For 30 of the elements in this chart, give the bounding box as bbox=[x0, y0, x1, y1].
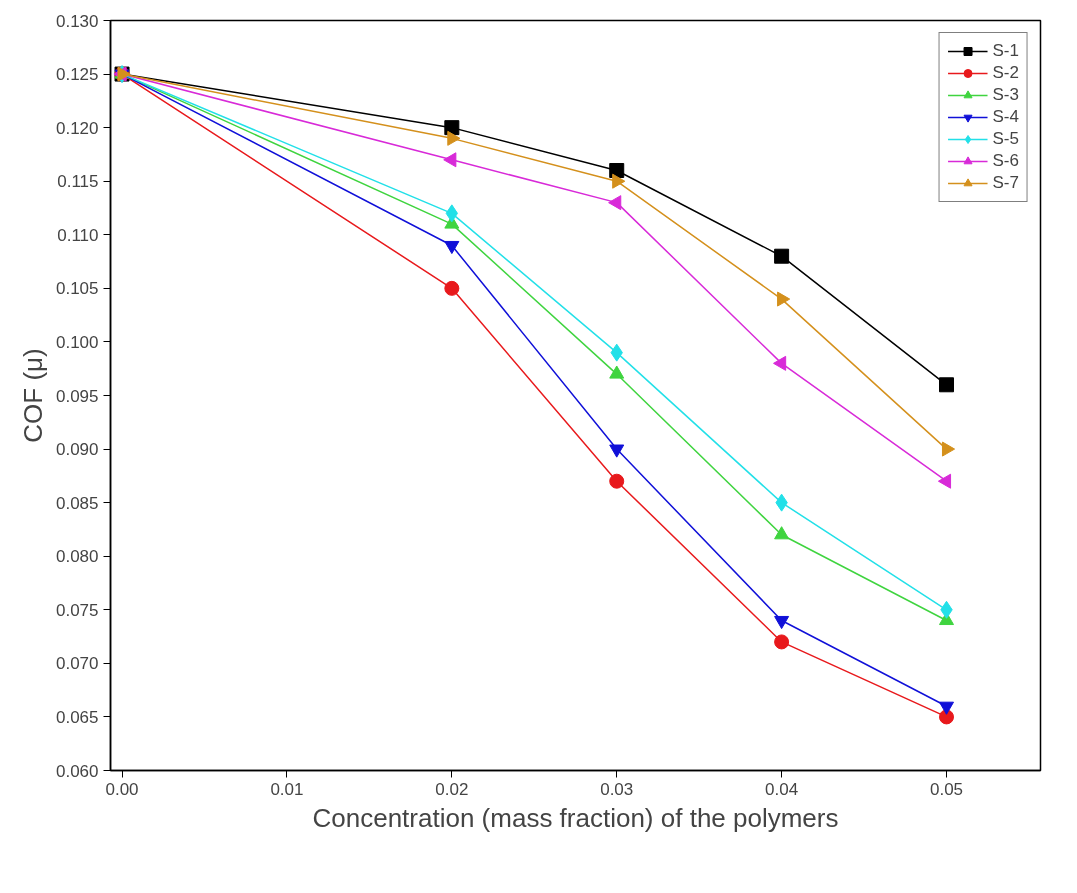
legend-label: S-7 bbox=[992, 173, 1019, 193]
x-tick-label: 0.03 bbox=[600, 779, 634, 799]
y-tick-label: 0.090 bbox=[55, 440, 99, 460]
x-tick-label: 0.04 bbox=[765, 779, 799, 799]
y-tick-label: 0.080 bbox=[55, 547, 99, 567]
legend-label: S-2 bbox=[992, 63, 1019, 83]
y-tick-label: 0.120 bbox=[55, 118, 99, 138]
legend-label: S-3 bbox=[992, 85, 1019, 105]
y-tick-label: 0.100 bbox=[55, 332, 99, 352]
y-tick-label: 0.125 bbox=[55, 65, 99, 85]
legend-label: S-4 bbox=[992, 107, 1019, 127]
x-tick-label: 0.01 bbox=[270, 779, 304, 799]
y-tick-label: 0.095 bbox=[55, 386, 99, 406]
x-tick-label: 0.02 bbox=[435, 779, 469, 799]
x-axis-title: Concentration (mass fraction) of the polymers bbox=[312, 802, 839, 833]
y-tick-label: 0.105 bbox=[55, 279, 99, 299]
y-tick-label: 0.060 bbox=[55, 761, 99, 781]
y-tick-label: 0.065 bbox=[55, 707, 99, 727]
legend-label: S-5 bbox=[992, 129, 1019, 149]
legend-label: S-1 bbox=[992, 41, 1019, 61]
y-tick-label: 0.075 bbox=[55, 600, 99, 620]
legend-label: S-6 bbox=[992, 151, 1019, 171]
y-tick-label: 0.085 bbox=[55, 493, 99, 513]
y-tick-label: 0.130 bbox=[55, 11, 99, 31]
y-axis-title: COF (μ) bbox=[17, 348, 48, 443]
y-tick-label: 0.110 bbox=[57, 225, 99, 245]
x-tick-label: 0.05 bbox=[929, 779, 964, 799]
y-tick-label: 0.115 bbox=[57, 172, 99, 192]
x-tick-label: 0.00 bbox=[105, 779, 139, 799]
y-tick-label: 0.070 bbox=[55, 654, 99, 674]
